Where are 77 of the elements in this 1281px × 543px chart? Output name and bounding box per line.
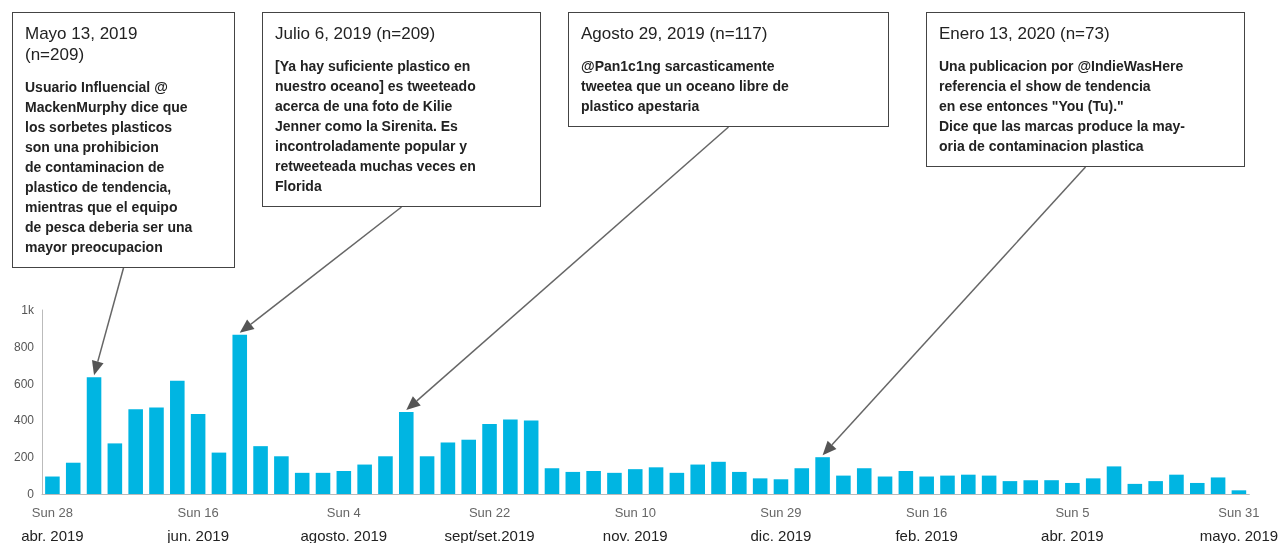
bar [544, 468, 560, 494]
y-tick-label: 0 [27, 487, 35, 501]
bar [898, 471, 914, 494]
bar [732, 471, 747, 494]
bar [1189, 482, 1205, 494]
bar [1231, 490, 1247, 494]
bar [981, 475, 997, 494]
bar [711, 461, 726, 494]
bar [440, 442, 456, 494]
bar [190, 413, 206, 494]
bar [752, 478, 768, 494]
bar [1127, 483, 1143, 494]
bar [1002, 481, 1018, 494]
bar [940, 475, 955, 494]
bar [107, 443, 123, 494]
bar [523, 420, 539, 494]
bar [1106, 466, 1122, 494]
text: @Pan1c1ng sarcasticamente tweetea que un oceano libre de plastico apestaria [581, 57, 790, 116]
bar [419, 456, 435, 494]
bar [128, 409, 143, 494]
bar [1065, 482, 1080, 494]
bar [669, 472, 685, 494]
text: Mayo 13, 2019 (n=209) [25, 23, 139, 65]
bar [274, 456, 289, 494]
y-tick-label: 800 [13, 339, 35, 354]
bar [482, 424, 497, 494]
x-tick-label: Sun 22 sept/set.2019 [444, 504, 535, 543]
y-tick-label: 200 [13, 450, 35, 465]
bar [586, 471, 601, 494]
bar [253, 446, 268, 494]
bar [856, 468, 872, 494]
bar [170, 380, 185, 494]
bar [336, 471, 352, 494]
bar [877, 476, 893, 494]
bar [919, 476, 934, 494]
bar [294, 472, 310, 494]
bar [1023, 480, 1039, 494]
text: Agosto 29, 2019 (n=117) [581, 23, 769, 44]
bar [607, 472, 622, 494]
bar [503, 419, 518, 494]
x-tick-label: Sun 28 abr. 2019 [21, 504, 84, 543]
bar [690, 464, 705, 494]
bar [961, 474, 976, 494]
x-tick-label: Sun 4 agosto. 2019 [300, 504, 388, 543]
bar [315, 472, 331, 494]
bar [357, 464, 372, 494]
x-tick-label: Sun 31 mayo. 2019 [1199, 504, 1279, 543]
bar [1085, 478, 1101, 494]
text: Una publicacion por @IndieWasHere referencia el show de tendencia en ese entonces "You (Tu)." Dice que las marcas produce la may- oria de contaminacion plastica [939, 57, 1186, 156]
text: Julio 6, 2019 (n=209) [275, 23, 437, 44]
text: Usuario Influencial @ MackenMurphy dice que los sorbetes plasticos son una prohibicion de contaminacion de plastico de tendencia, mientras que el equipo de pesca deberia ser una mayor preocupacion [25, 79, 193, 255]
bar [1044, 480, 1059, 494]
bar [794, 468, 810, 494]
x-tick-label: Sun 16 feb. 2019 [895, 504, 958, 543]
bar [65, 462, 81, 494]
x-tick-label: Sun 29 dic. 2019 [750, 504, 812, 543]
x-tick-label: Sun 16 jun. 2019 [166, 504, 229, 543]
text: Enero 13, 2020 (n=73) [939, 23, 1111, 44]
bar [836, 475, 851, 494]
x-tick-label: Sun 10 nov. 2019 [602, 504, 668, 543]
y-tick-label: 1k [21, 303, 35, 317]
bar [648, 467, 664, 494]
bar [149, 407, 164, 494]
x-tick-label: Sun 5 abr. 2019 [1041, 504, 1104, 543]
bar [461, 439, 477, 494]
bar [565, 471, 581, 494]
bar [627, 469, 643, 494]
bar [1148, 481, 1163, 494]
bar [1169, 474, 1184, 494]
y-tick-label: 600 [13, 376, 35, 391]
bar [1210, 477, 1226, 494]
bar [211, 452, 227, 494]
bar [45, 476, 60, 494]
bar [773, 479, 789, 494]
text: [Ya hay suficiente plastico en nuestro oceano] es tweeteado acerca de una foto de Kilie Jenner como la Sirenita. Es incontroladamente popular y retweeteada muchas veces en Florida [275, 57, 477, 196]
bar [378, 456, 393, 494]
y-tick-label: 400 [13, 413, 35, 428]
